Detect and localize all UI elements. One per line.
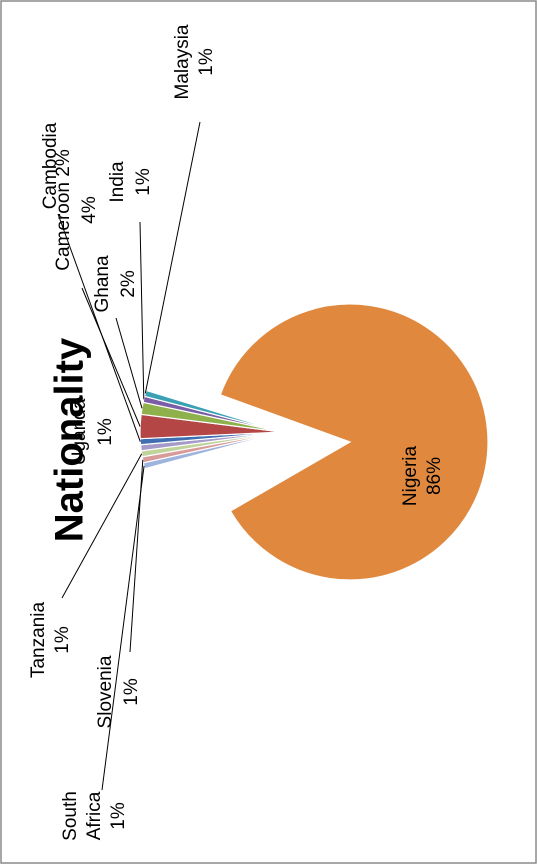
data-label-cambodia: Cambodia bbox=[40, 122, 61, 209]
pie-slices bbox=[139, 303, 489, 581]
leader-lines bbox=[57, 121, 201, 791]
data-label-malaysia: Malaysia 1% bbox=[172, 24, 217, 99]
data-label-uganda: Uganda 1% bbox=[69, 398, 116, 465]
chart-title: Nationality bbox=[48, 337, 92, 542]
data-label-nigeria: Nigeria 86% bbox=[400, 445, 445, 506]
leader-line-cameroon bbox=[81, 287, 141, 427]
data-label-tanzania: Tanzania 1% bbox=[28, 602, 73, 678]
data-labels: Nigeria 86% Malaysia 1% India 1% Ghana 2%Camero… bbox=[28, 24, 445, 841]
data-label-ghana: Ghana 2% bbox=[92, 255, 139, 312]
leader-line-ghana bbox=[115, 317, 143, 409]
data-label-cameroon: Cameroon 2% 4% bbox=[53, 149, 100, 271]
data-label-south-africa: South Africa 1% bbox=[60, 791, 129, 841]
leader-line-tanzania bbox=[61, 453, 143, 599]
data-label-slovenia: Slovenia 1% bbox=[95, 655, 142, 728]
leader-line-cambodia bbox=[57, 213, 141, 442]
leader-line-malaysia bbox=[144, 121, 201, 394]
data-label-india: India 1% bbox=[107, 161, 154, 203]
leader-line-india bbox=[139, 221, 145, 400]
leader-line-south-africa bbox=[101, 465, 145, 791]
slice-nigeria bbox=[219, 303, 489, 581]
